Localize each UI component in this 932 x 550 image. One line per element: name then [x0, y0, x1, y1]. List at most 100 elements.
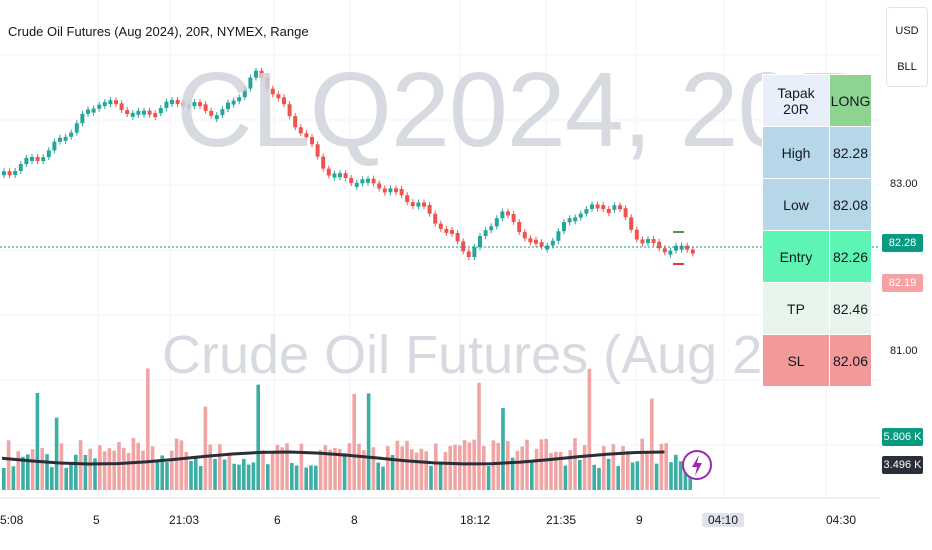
candle-body: [147, 110, 152, 115]
chart-title[interactable]: Crude Oil Futures (Aug 2024), 20R, NYMEX…: [8, 24, 309, 39]
time-label: 18:12: [460, 513, 491, 527]
candle-body: [186, 104, 191, 109]
table-header-label: Tapak 20R: [762, 74, 830, 127]
candle-body: [472, 247, 477, 258]
volume-bar: [496, 442, 500, 490]
candle-body: [310, 137, 314, 145]
volume-bar: [506, 441, 510, 490]
candle-body: [203, 104, 208, 111]
candle-body: [35, 156, 40, 161]
candle-body: [30, 156, 34, 161]
volume-bar: [602, 446, 606, 490]
volume-bar: [611, 444, 616, 490]
candle-body: [270, 88, 275, 95]
candle-body: [102, 102, 107, 107]
candle-body: [562, 222, 566, 232]
volume-bar: [237, 464, 241, 490]
candle-body: [679, 245, 684, 250]
volume-bar: [309, 465, 313, 490]
candle-body: [231, 100, 236, 105]
volume-bar: [126, 452, 131, 490]
candle-body: [556, 231, 561, 241]
volume-bar: [299, 443, 304, 490]
volume-series: [2, 368, 692, 490]
candle-body: [651, 239, 656, 244]
row-value: 82.08: [829, 178, 872, 231]
volume-bar: [314, 465, 318, 490]
volume-bar: [554, 451, 558, 490]
volume-bar: [501, 408, 505, 490]
info-table: Tapak 20R LONG High 82.28 Low 82.08 Entr…: [762, 74, 872, 387]
volume-bar: [630, 462, 635, 490]
volume-bar: [328, 449, 332, 490]
volume-ma-tag: 3.496 K: [882, 456, 923, 474]
volume-bar: [549, 452, 553, 490]
indicator-lightning-icon[interactable]: [682, 450, 712, 480]
volume-bar: [342, 453, 347, 490]
candle-body: [377, 183, 382, 189]
volume-bar: [304, 467, 308, 490]
volume-bar: [218, 444, 222, 490]
table-header-value: LONG: [829, 74, 872, 127]
volume-bar: [338, 449, 342, 490]
candle-body: [506, 211, 510, 216]
currency-unit-box[interactable]: USD BLL: [886, 7, 928, 87]
volume-bar: [203, 406, 208, 490]
candle-body: [114, 100, 118, 105]
candle-body: [63, 136, 68, 141]
volume-bar: [170, 450, 174, 490]
candle-body: [119, 103, 124, 111]
candle-body: [125, 110, 130, 115]
volume-bar: [141, 450, 145, 490]
volume-bar: [520, 446, 524, 490]
volume-bar: [270, 452, 275, 490]
volume-bar: [366, 393, 371, 490]
volume-bar: [194, 455, 198, 490]
volume-bar: [294, 465, 299, 490]
candle-body: [214, 115, 219, 120]
candle-body: [394, 188, 398, 193]
row-value: 82.46: [829, 282, 872, 335]
candle-body: [304, 133, 309, 138]
volume-bar: [26, 454, 30, 490]
candle-body: [500, 211, 505, 219]
time-label: 8: [351, 513, 358, 527]
candle-body: [450, 229, 454, 234]
time-label: 21:35: [546, 513, 577, 527]
volume-bar: [640, 438, 644, 490]
volume-bar: [544, 438, 548, 490]
table-header-row: Tapak 20R LONG: [762, 74, 872, 127]
volume-bar: [83, 454, 88, 490]
volume-bar: [563, 465, 568, 490]
volume-bar: [510, 457, 515, 490]
volume-bar: [117, 442, 121, 490]
candlestick-series: [2, 67, 695, 261]
volume-bar: [678, 461, 683, 490]
volume-bar: [381, 466, 385, 490]
candle-body: [578, 213, 583, 218]
volume-bar: [40, 447, 44, 490]
candle-body: [573, 217, 578, 222]
volume-bar: [318, 450, 323, 490]
volume-bar: [448, 445, 452, 490]
volume-bar: [626, 450, 630, 490]
volume-bar: [453, 444, 457, 490]
volume-bar: [136, 442, 140, 490]
volume-bar: [621, 446, 625, 490]
row-label: Entry: [762, 230, 830, 283]
candle-body: [657, 241, 662, 249]
volume-ma-line: [1, 450, 665, 466]
currency-label[interactable]: USD: [895, 25, 919, 37]
candle-body: [86, 109, 90, 114]
candle-body: [668, 250, 673, 255]
candle-body: [18, 164, 23, 171]
volume-bar: [419, 448, 424, 490]
volume-bar: [410, 449, 414, 490]
unit-label[interactable]: BLL: [897, 61, 917, 73]
candle-body: [164, 101, 169, 109]
volume-bar: [664, 443, 668, 490]
volume-bar: [246, 464, 251, 490]
price-tick: 83.00: [890, 178, 918, 190]
candle-body: [175, 99, 180, 104]
